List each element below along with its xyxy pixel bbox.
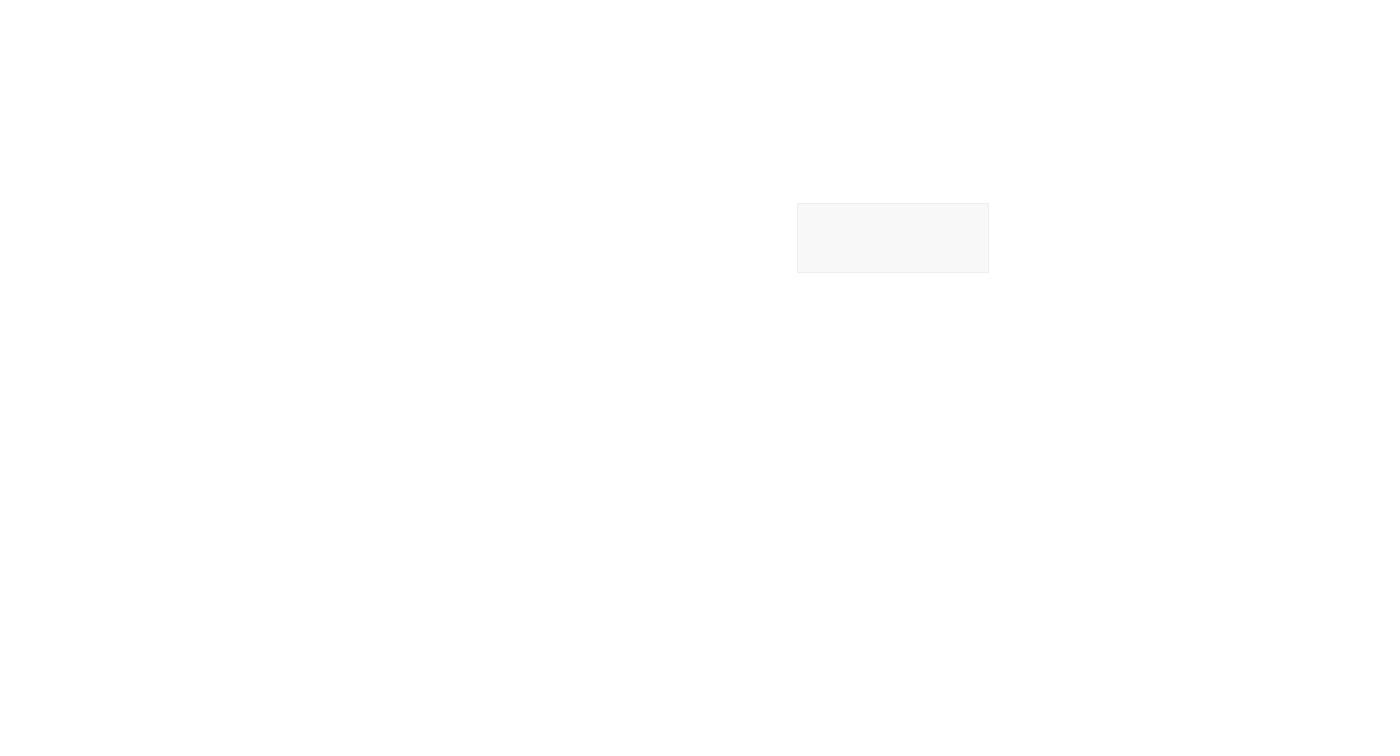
legend-item-75-percentile[interactable] (1244, 97, 1400, 119)
legend (1244, 50, 1400, 140)
legend-item-count[interactable] (1244, 119, 1400, 141)
legend-item-median[interactable] (1244, 54, 1400, 76)
legend-swatch-75-percentile (1244, 101, 1258, 115)
legend-item-25-percentile[interactable] (1244, 76, 1400, 98)
legend-swatch-median (1244, 58, 1258, 72)
legend-swatch-25-percentile (1244, 79, 1258, 93)
annotation-box (797, 203, 989, 273)
legend-swatch-count (1244, 122, 1258, 136)
